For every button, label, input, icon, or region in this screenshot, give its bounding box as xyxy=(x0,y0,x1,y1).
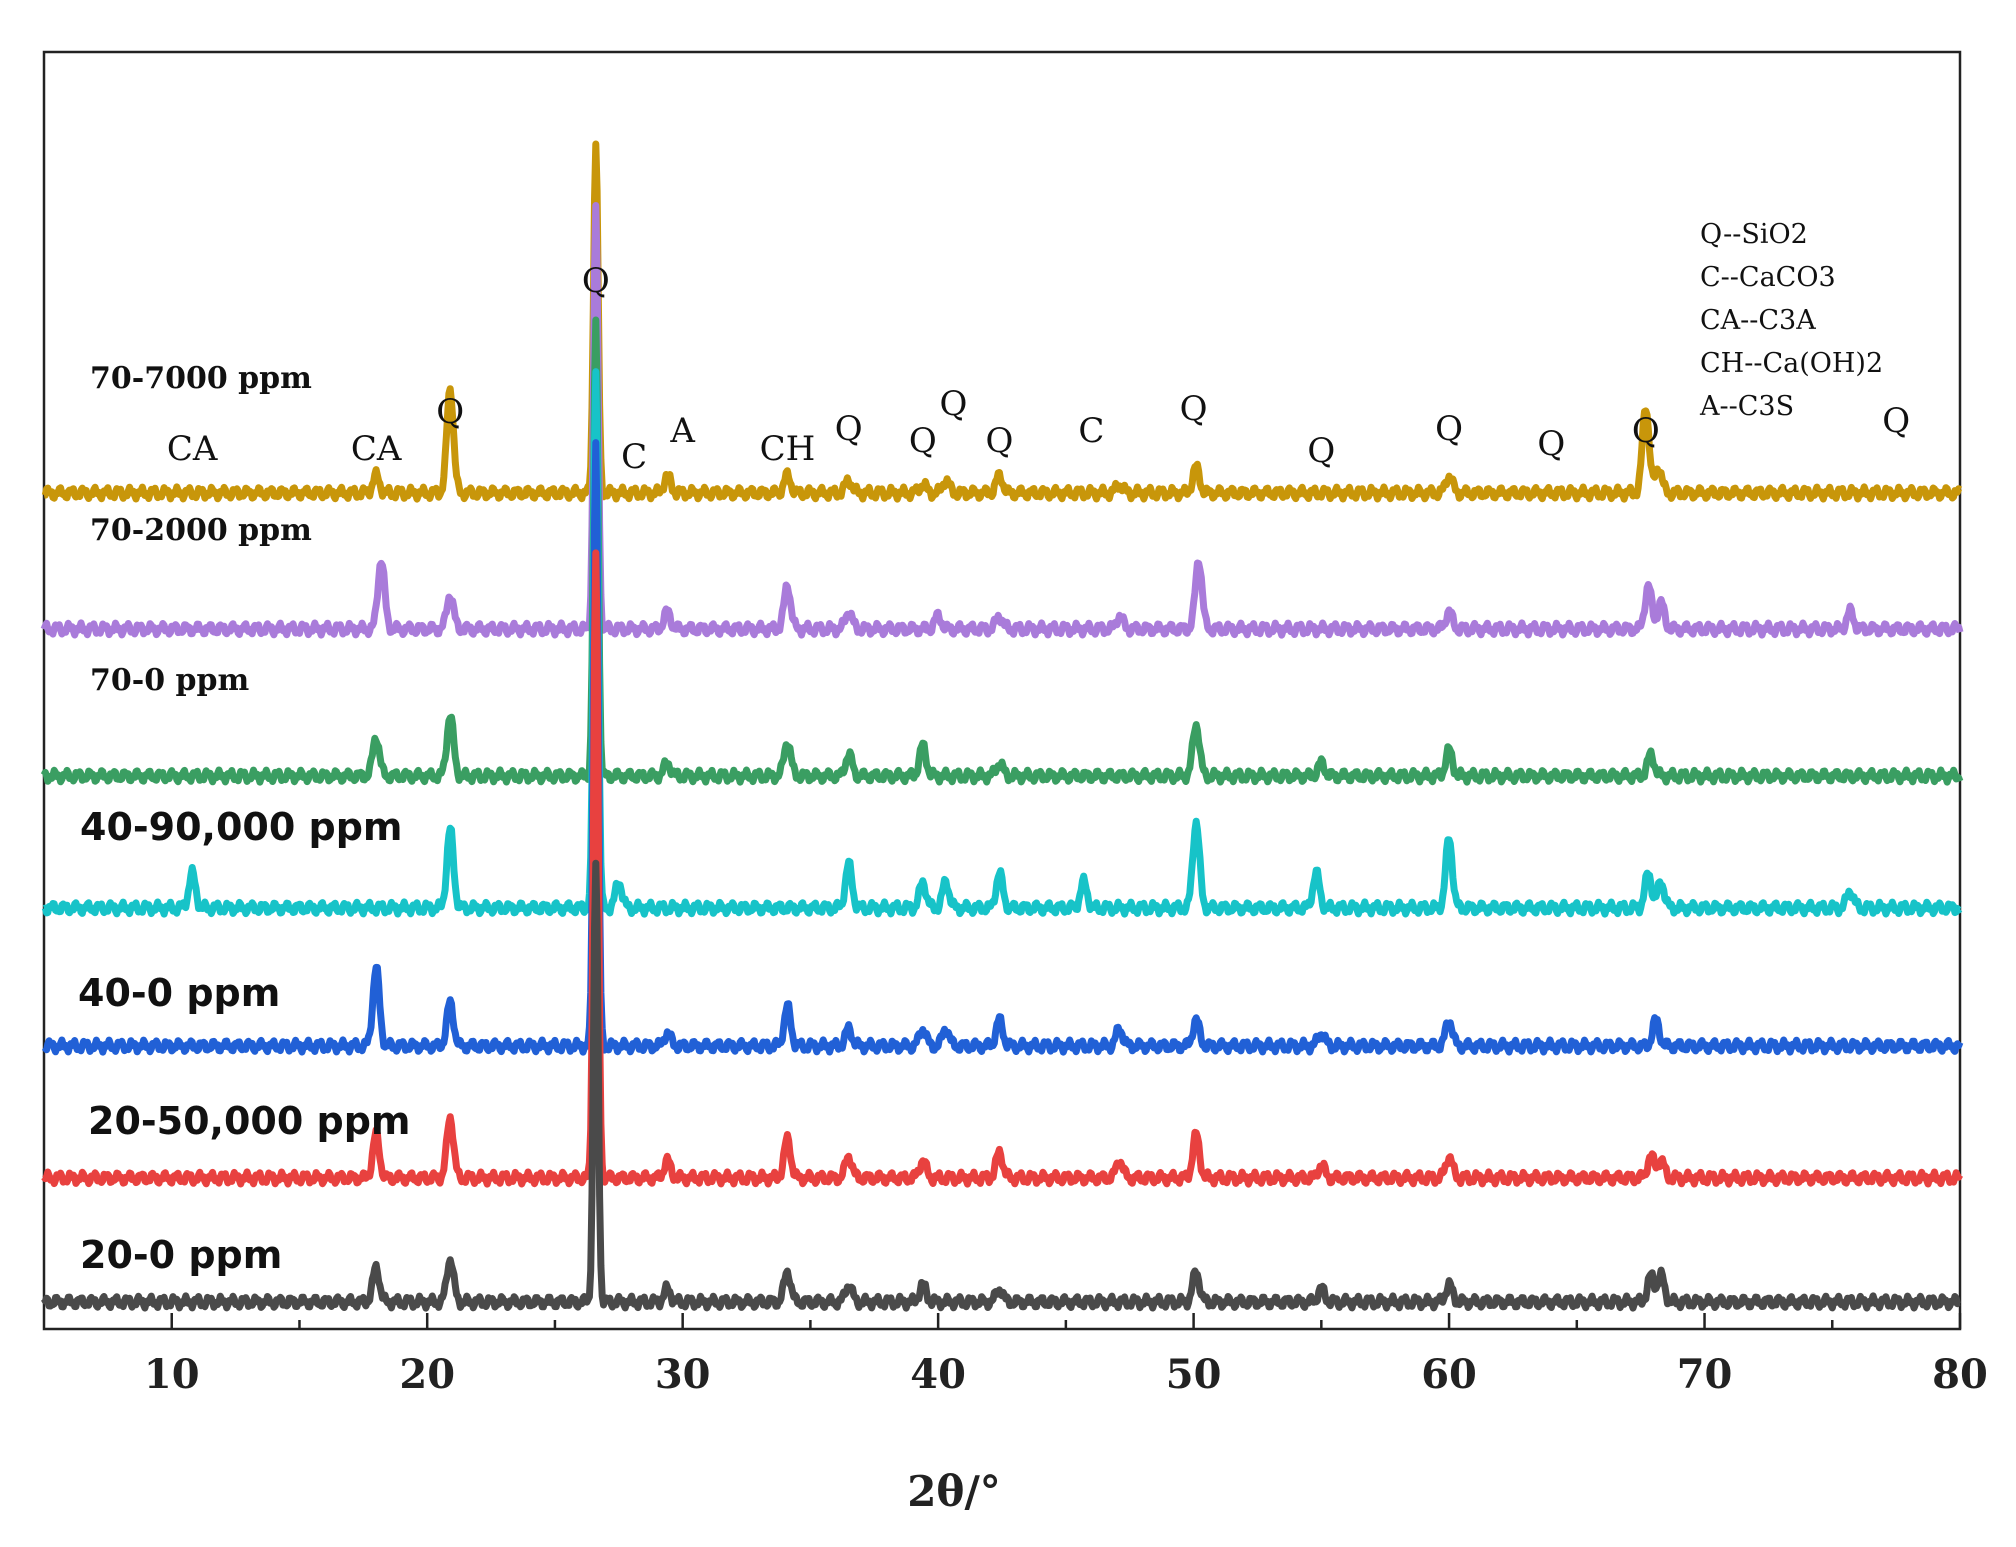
series-label-4: 40-90,000 ppm xyxy=(80,805,403,849)
series-label-5: 40-0 ppm xyxy=(78,971,280,1015)
x-axis: 10 20 30 40 50 60 70 80 xyxy=(144,1313,1988,1398)
peak-label-10: Q xyxy=(940,384,968,424)
x-tick-label-80: 80 xyxy=(1932,1351,1988,1398)
series-line-5 xyxy=(41,439,1964,1056)
peak-label-11: Q xyxy=(986,421,1014,461)
x-tick-label-70: 70 xyxy=(1677,1351,1733,1398)
series-line-6 xyxy=(41,549,1964,1188)
legend-entry-4: CH--Ca(OH)2 xyxy=(1700,348,1883,379)
peak-label-18: Q xyxy=(1882,401,1910,441)
series-label-1: 70-7000 ppm xyxy=(90,361,312,396)
peak-label-2: CA xyxy=(351,429,402,469)
series-line-2 xyxy=(40,202,1964,639)
peak-label-12: C xyxy=(1078,411,1104,451)
peak-label-3: Q xyxy=(436,392,464,432)
series-label-2: 70-2000 ppm xyxy=(90,513,312,548)
legend-entry-5: A--C3S xyxy=(1699,391,1794,422)
series-line-1 xyxy=(41,140,1963,503)
legend-entry-1: Q--SiO2 xyxy=(1700,219,1808,250)
peak-label-8: Q xyxy=(835,409,863,449)
legend-entry-3: CA--C3A xyxy=(1700,305,1816,336)
peak-label-13: Q xyxy=(1180,389,1208,429)
x-tick-label-20: 20 xyxy=(399,1351,455,1398)
series-label-6: 20-50,000 ppm xyxy=(88,1099,411,1143)
peak-label-14: Q xyxy=(1307,431,1335,471)
series-group xyxy=(40,140,1964,1312)
x-axis-title: 2θ/° xyxy=(907,1467,1001,1516)
series-line-3 xyxy=(40,316,1964,786)
x-tick-label-50: 50 xyxy=(1166,1351,1222,1398)
peak-label-1: CA xyxy=(167,429,218,469)
peak-label-4: Q xyxy=(582,261,610,301)
peak-label-6: A xyxy=(669,411,695,451)
peak-label-15: Q xyxy=(1435,409,1463,449)
series-label-7: 20-0 ppm xyxy=(80,1233,282,1277)
x-tick-label-60: 60 xyxy=(1421,1351,1477,1398)
plot-frame xyxy=(42,50,1962,1331)
legend-entry-2: C--CaCO3 xyxy=(1700,262,1836,293)
series-labels: 70-7000 ppm 70-2000 ppm 70-0 ppm 40-90,000 … xyxy=(78,361,411,1277)
peak-label-16: Q xyxy=(1537,424,1565,464)
peak-label-17: Q xyxy=(1632,411,1660,451)
x-tick-label-10: 10 xyxy=(144,1351,200,1398)
series-line-7 xyxy=(40,859,1963,1312)
peak-label-7: CH xyxy=(760,429,816,469)
peak-label-5: C xyxy=(621,437,647,477)
x-tick-label-40: 40 xyxy=(910,1351,966,1398)
peak-label-9: Q xyxy=(909,421,937,461)
phase-legend: Q--SiO2 C--CaCO3 CA--C3A CH--Ca(OH)2 A--C3S xyxy=(1699,219,1883,422)
x-tick-label-30: 30 xyxy=(655,1351,711,1398)
series-label-3: 70-0 ppm xyxy=(90,663,249,698)
series-line-4 xyxy=(41,368,1963,918)
